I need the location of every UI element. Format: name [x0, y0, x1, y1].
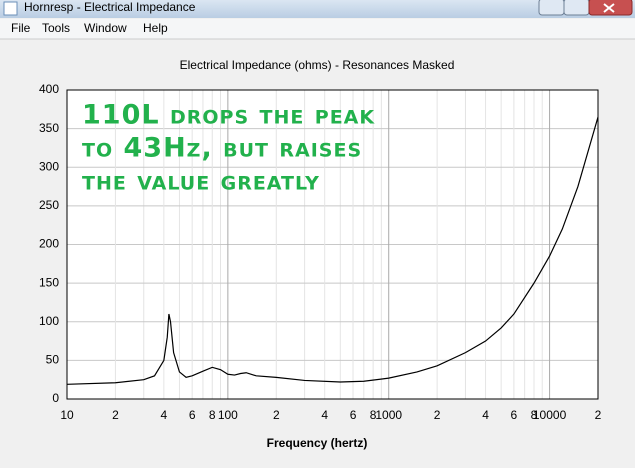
app-icon [3, 1, 18, 16]
x-tick-label: 8 [209, 408, 216, 422]
y-tick-label: 250 [39, 198, 59, 212]
chart-title: Electrical Impedance (ohms) - Resonances… [180, 58, 455, 72]
x-tick-label: 6 [511, 408, 518, 422]
x-tick-label: 2 [273, 408, 280, 422]
y-tick-label: 50 [46, 353, 60, 367]
menu-item[interactable]: Help [143, 21, 168, 35]
x-tick-label: 2 [595, 408, 602, 422]
annotation: 110L drops the peak [82, 100, 375, 131]
y-tick-label: 350 [39, 121, 59, 135]
menu-bar [0, 19, 635, 39]
x-tick-label: 6 [350, 408, 357, 422]
y-tick-label: 400 [39, 82, 59, 96]
y-tick-label: 0 [52, 391, 59, 405]
maximize-button[interactable] [563, 0, 590, 16]
annotation: the value greatly [82, 166, 320, 197]
menu-item[interactable]: File [11, 21, 31, 35]
annotation: to 43Hz, but raises [82, 133, 362, 164]
x-tick-label: 1000 [375, 408, 402, 422]
menu-item[interactable]: Tools [42, 21, 70, 35]
y-tick-label: 200 [39, 237, 59, 251]
x-tick-label: 8 [370, 408, 377, 422]
x-axis-label: Frequency (hertz) [267, 436, 368, 450]
x-tick-label: 10 [60, 408, 74, 422]
y-tick-label: 150 [39, 275, 59, 289]
x-tick-label: 2 [434, 408, 441, 422]
y-tick-label: 300 [39, 159, 59, 173]
x-tick-label: 2 [112, 408, 119, 422]
x-tick-label: 4 [321, 408, 328, 422]
menu-item[interactable]: Window [84, 21, 127, 35]
plot-border [66, 89, 599, 400]
impedance-line [66, 116, 599, 385]
x-tick-label: 10000 [533, 408, 567, 422]
x-tick-label: 4 [161, 408, 168, 422]
window-title: Hornresp - Electrical Impedance [24, 0, 196, 14]
x-tick-label: 100 [218, 408, 238, 422]
x-tick-label: 8 [531, 408, 538, 422]
y-tick-label: 100 [39, 314, 59, 328]
title-bar [0, 0, 635, 18]
minimize-button[interactable] [538, 0, 565, 16]
x-tick-label: 6 [189, 408, 196, 422]
close-icon [603, 3, 615, 13]
x-tick-label: 4 [482, 408, 489, 422]
